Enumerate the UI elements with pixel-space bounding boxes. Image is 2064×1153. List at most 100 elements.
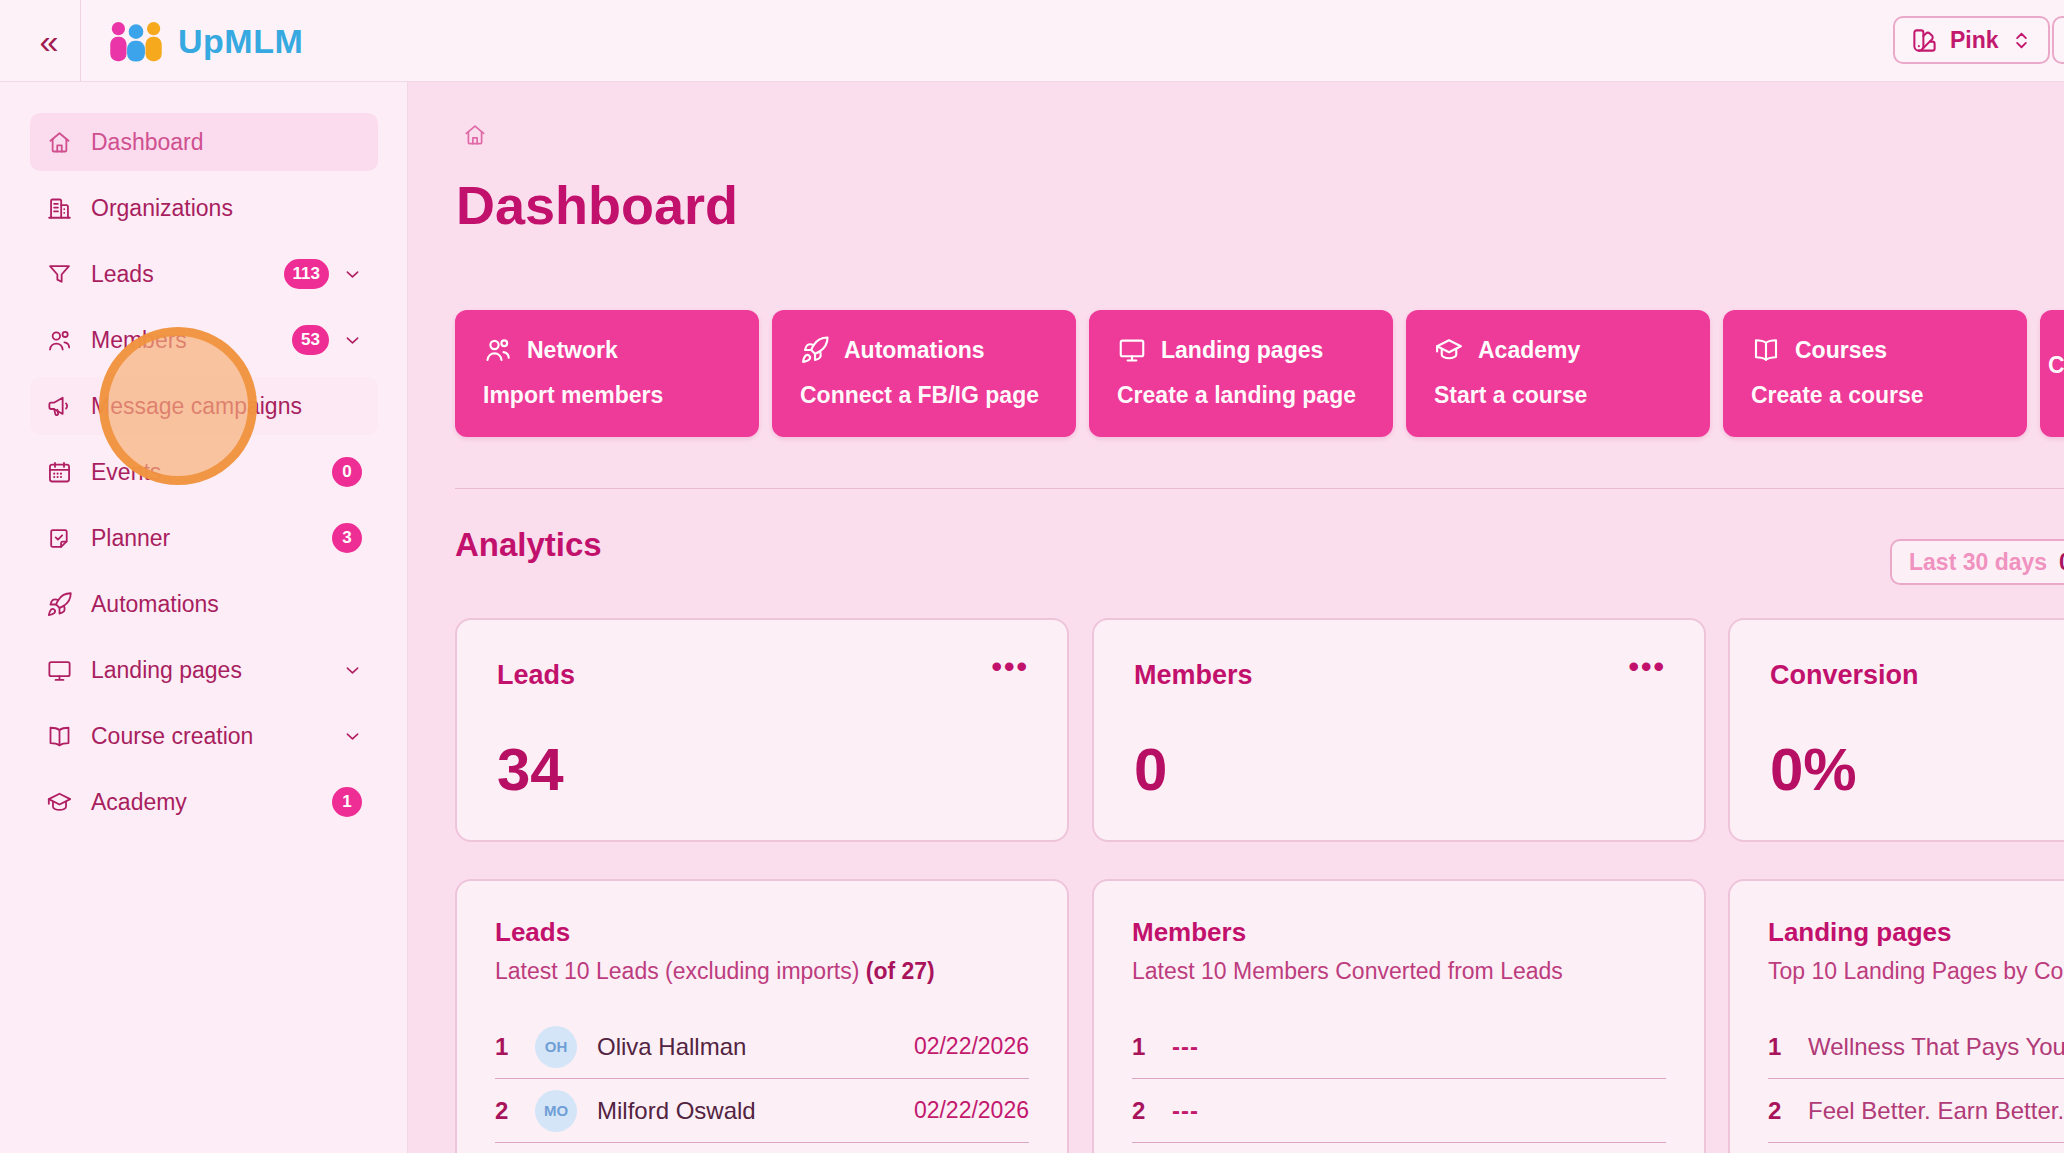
row-rank: 2 [495, 1097, 535, 1125]
date-range-selector[interactable]: Last 30 days 01/2 [1890, 539, 2064, 585]
quick-action-courses[interactable]: Courses Create a course [1723, 310, 2027, 437]
list-subtitle-text: Latest 10 Leads (excluding imports) [495, 958, 866, 984]
list-subtitle-text: Latest 10 Members Converted from Leads [1132, 958, 1563, 984]
sidebar-item-label: Automations [91, 591, 219, 618]
chevrons-up-down-icon [2011, 30, 2032, 51]
planner-count-badge: 3 [332, 523, 362, 553]
row-rank: 1 [495, 1033, 535, 1061]
stat-title: Members [1134, 660, 1664, 691]
row-rank: 1 [1132, 1033, 1172, 1061]
members-count-badge: 53 [292, 325, 329, 355]
open-book-icon [1751, 335, 1781, 365]
landing-page-name: Feel Better. Earn Better. [1808, 1097, 2064, 1125]
sidebar-item-label: Academy [91, 789, 187, 816]
landing-page-row[interactable]: 2 Feel Better. Earn Better. [1768, 1079, 2064, 1143]
quick-action-subtitle: Start a course [1434, 382, 1682, 409]
monitor-icon [46, 657, 73, 684]
quick-action-subtitle: Import members [483, 382, 731, 409]
list-subtitle: Top 10 Landing Pages by Conversion [1768, 958, 2064, 985]
lead-row[interactable]: 2 MO Milford Oswald 02/22/2026 [495, 1079, 1029, 1143]
quick-action-academy[interactable]: Academy Start a course [1406, 310, 1710, 437]
sidebar-item-message-campaigns[interactable]: Message campaigns [30, 377, 378, 435]
sidebar-item-label: Organizations [91, 195, 233, 222]
date-range-label: Last 30 days [1909, 549, 2047, 576]
ellipsis-menu-icon[interactable]: ••• [1628, 650, 1666, 684]
topbar-divider [80, 0, 81, 82]
sidebar-item-members[interactable]: Members 53 [30, 311, 378, 369]
list-card-landing-pages: Landing pages Top 10 Landing Pages by Co… [1728, 879, 2064, 1153]
member-row: 1 --- [1132, 1015, 1666, 1079]
stat-card-members: Members ••• 0 [1092, 618, 1706, 842]
quick-action-title: Landing pages [1161, 337, 1323, 364]
leads-count-badge: 113 [284, 259, 329, 289]
academy-count-badge: 1 [332, 787, 362, 817]
quick-action-network[interactable]: Network Import members [455, 310, 759, 437]
brand: UpMLM [106, 0, 303, 82]
sidebar-item-leads[interactable]: Leads 113 [30, 245, 378, 303]
list-title: Leads [495, 917, 1029, 948]
lead-date: 02/22/2026 [914, 1097, 1029, 1124]
sidebar-item-automations[interactable]: Automations [30, 575, 378, 633]
list-subtitle-text: Top 10 Landing Pages by Conversion [1768, 958, 2064, 984]
row-rank: 2 [1768, 1097, 1808, 1125]
funnel-icon [46, 261, 73, 288]
partial-toolbar-button[interactable] [2052, 16, 2064, 64]
stat-value: 0% [1770, 735, 2064, 804]
date-range-value: 01/2 [2059, 549, 2064, 576]
theme-selector-label: Pink [1950, 27, 1999, 54]
stat-value: 0 [1134, 735, 1664, 804]
lead-row[interactable]: 1 OH Oliva Hallman 02/22/2026 [495, 1015, 1029, 1079]
calendar-icon [46, 459, 73, 486]
quick-action-title: Courses [1795, 337, 1887, 364]
stat-value: 34 [497, 735, 1027, 804]
stat-title: Conversion [1770, 660, 2064, 691]
sidebar-item-planner[interactable]: Planner 3 [30, 509, 378, 567]
lead-name: Oliva Hallman [597, 1033, 746, 1061]
member-row: 2 --- [1132, 1079, 1666, 1143]
quick-action-partial[interactable]: Create [2040, 310, 2064, 437]
sidebar-item-label: Landing pages [91, 657, 242, 684]
sidebar-item-events[interactable]: Events 0 [30, 443, 378, 501]
sidebar-item-label: Course creation [91, 723, 253, 750]
sidebar-item-landing-pages[interactable]: Landing pages [30, 641, 378, 699]
quick-action-title: Automations [844, 337, 985, 364]
section-divider [455, 488, 2064, 489]
quick-action-subtitle: Connect a FB/IG page [800, 382, 1048, 409]
breadcrumb-home-icon[interactable] [462, 122, 488, 148]
sidebar-item-course-creation[interactable]: Course creation [30, 707, 378, 765]
top-bar: « UpMLM Pink [0, 0, 2064, 82]
list-subtitle-bold: (of 27) [866, 958, 935, 984]
quick-action-subtitle: Create a landing page [1117, 382, 1365, 409]
page-title: Dashboard [456, 174, 738, 236]
sidebar-item-label: Message campaigns [91, 393, 302, 420]
stat-card-conversion: Conversion 0% [1728, 618, 2064, 842]
rocket-icon [46, 591, 73, 618]
quick-action-automations[interactable]: Automations Connect a FB/IG page [772, 310, 1076, 437]
open-book-icon [46, 723, 73, 750]
quick-action-title: Academy [1478, 337, 1580, 364]
people-icon [46, 327, 73, 354]
main-content: Dashboard Network Import members Aut [409, 82, 2064, 1153]
landing-page-row[interactable]: 1 Wellness That Pays You Back [1768, 1015, 2064, 1079]
quick-action-landing-pages[interactable]: Landing pages Create a landing page [1089, 310, 1393, 437]
lead-date: 02/22/2026 [914, 1033, 1029, 1060]
list-card-leads: Leads Latest 10 Leads (excluding imports… [455, 879, 1069, 1153]
stat-title: Leads [497, 660, 1027, 691]
swatch-book-icon [1911, 27, 1938, 54]
quick-action-subtitle: Create a course [1751, 382, 1999, 409]
sidebar-collapse-button[interactable]: « [18, 0, 80, 82]
building-icon [46, 195, 73, 222]
theme-selector-button[interactable]: Pink [1893, 16, 2050, 64]
ellipsis-menu-icon[interactable]: ••• [991, 650, 1029, 684]
chevron-down-icon [343, 331, 362, 350]
graduation-cap-icon [1434, 335, 1464, 365]
analytics-heading: Analytics [455, 526, 602, 564]
lead-name: Milford Oswald [597, 1097, 756, 1125]
avatar: OH [535, 1026, 577, 1068]
sidebar-item-organizations[interactable]: Organizations [30, 179, 378, 237]
sidebar-item-label: Dashboard [91, 129, 204, 156]
events-count-badge: 0 [332, 457, 362, 487]
sidebar-item-dashboard[interactable]: Dashboard [30, 113, 378, 171]
empty-value: --- [1172, 1033, 1199, 1061]
sidebar-item-academy[interactable]: Academy 1 [30, 773, 378, 831]
